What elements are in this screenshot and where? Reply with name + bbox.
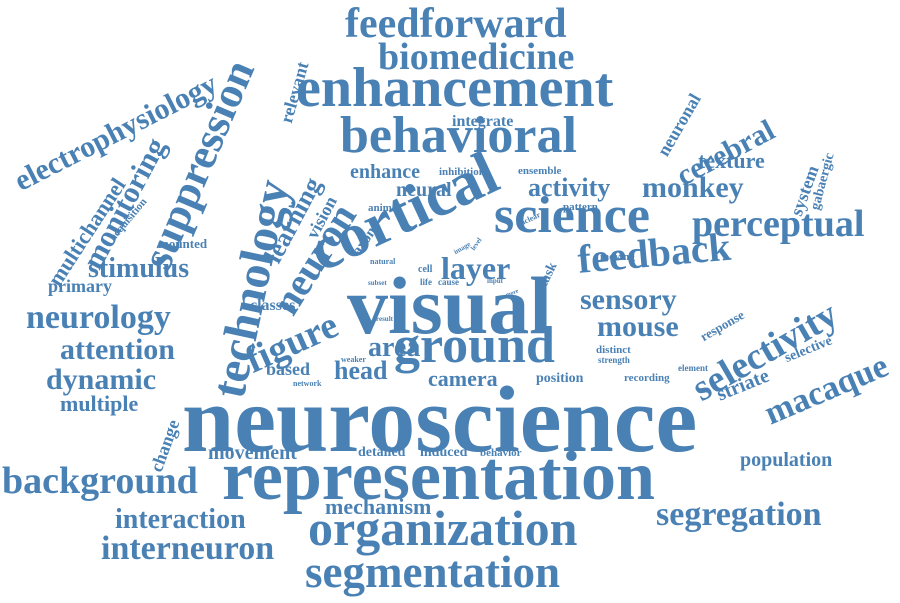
- word: mouse: [597, 310, 679, 343]
- word: pattern: [563, 201, 598, 213]
- word: position: [536, 371, 584, 386]
- word: area: [368, 332, 421, 363]
- word: animal: [368, 202, 401, 214]
- word: organization: [308, 500, 578, 556]
- word: cell: [418, 264, 433, 275]
- word: based: [266, 359, 311, 379]
- word: enhancement: [296, 57, 614, 119]
- word: primary: [48, 276, 112, 296]
- word: response: [697, 307, 747, 345]
- word: integrate: [452, 113, 514, 130]
- word: recording: [624, 372, 670, 384]
- word: background: [2, 460, 198, 502]
- word: neural: [396, 179, 452, 201]
- word: monkey: [642, 171, 744, 204]
- word: interaction: [115, 504, 246, 535]
- word: representation: [222, 438, 655, 515]
- word: weaker: [341, 355, 366, 364]
- word: neuroscience: [182, 368, 698, 472]
- word: activity: [528, 173, 611, 202]
- word: movement: [208, 442, 297, 464]
- word: mechanism: [325, 494, 432, 519]
- word: natural: [370, 257, 396, 266]
- word: detailed: [358, 445, 406, 460]
- word: classes: [250, 297, 296, 314]
- word: network: [293, 379, 322, 388]
- word: science: [494, 187, 650, 244]
- word: ground: [394, 317, 555, 374]
- word: behavioral: [340, 107, 577, 164]
- word: distinct: [596, 344, 631, 356]
- word: head: [334, 356, 388, 385]
- word: behavior: [480, 447, 522, 459]
- word: texture: [698, 148, 765, 173]
- word: attention: [60, 333, 175, 366]
- word: feedforward: [345, 1, 567, 47]
- word: layer: [441, 250, 511, 286]
- word: enhance: [350, 161, 420, 183]
- word: perceptual: [692, 203, 865, 245]
- word: induced: [420, 445, 468, 460]
- word: mounted: [158, 236, 208, 251]
- word: element: [678, 363, 708, 373]
- word: cause: [438, 277, 459, 287]
- word: camera: [428, 366, 498, 391]
- word: segregation: [656, 496, 822, 533]
- word: interneuron: [101, 530, 275, 567]
- word: multiple: [60, 391, 139, 416]
- word: moving: [600, 251, 635, 263]
- word: dynamic: [46, 363, 157, 396]
- word: ensemble: [518, 165, 562, 177]
- word: inhibition: [439, 166, 485, 178]
- word: neurology: [26, 299, 171, 336]
- word: population: [740, 449, 833, 471]
- word: visual: [347, 260, 553, 351]
- word: life: [420, 277, 432, 287]
- word: result: [376, 315, 393, 323]
- word: subset: [368, 279, 387, 287]
- word: sensory: [580, 283, 677, 316]
- word: stimulus: [88, 253, 190, 284]
- word: input: [487, 277, 503, 285]
- word: biomedicine: [378, 36, 575, 78]
- word: strength: [598, 355, 630, 365]
- word: segmentation: [305, 547, 560, 597]
